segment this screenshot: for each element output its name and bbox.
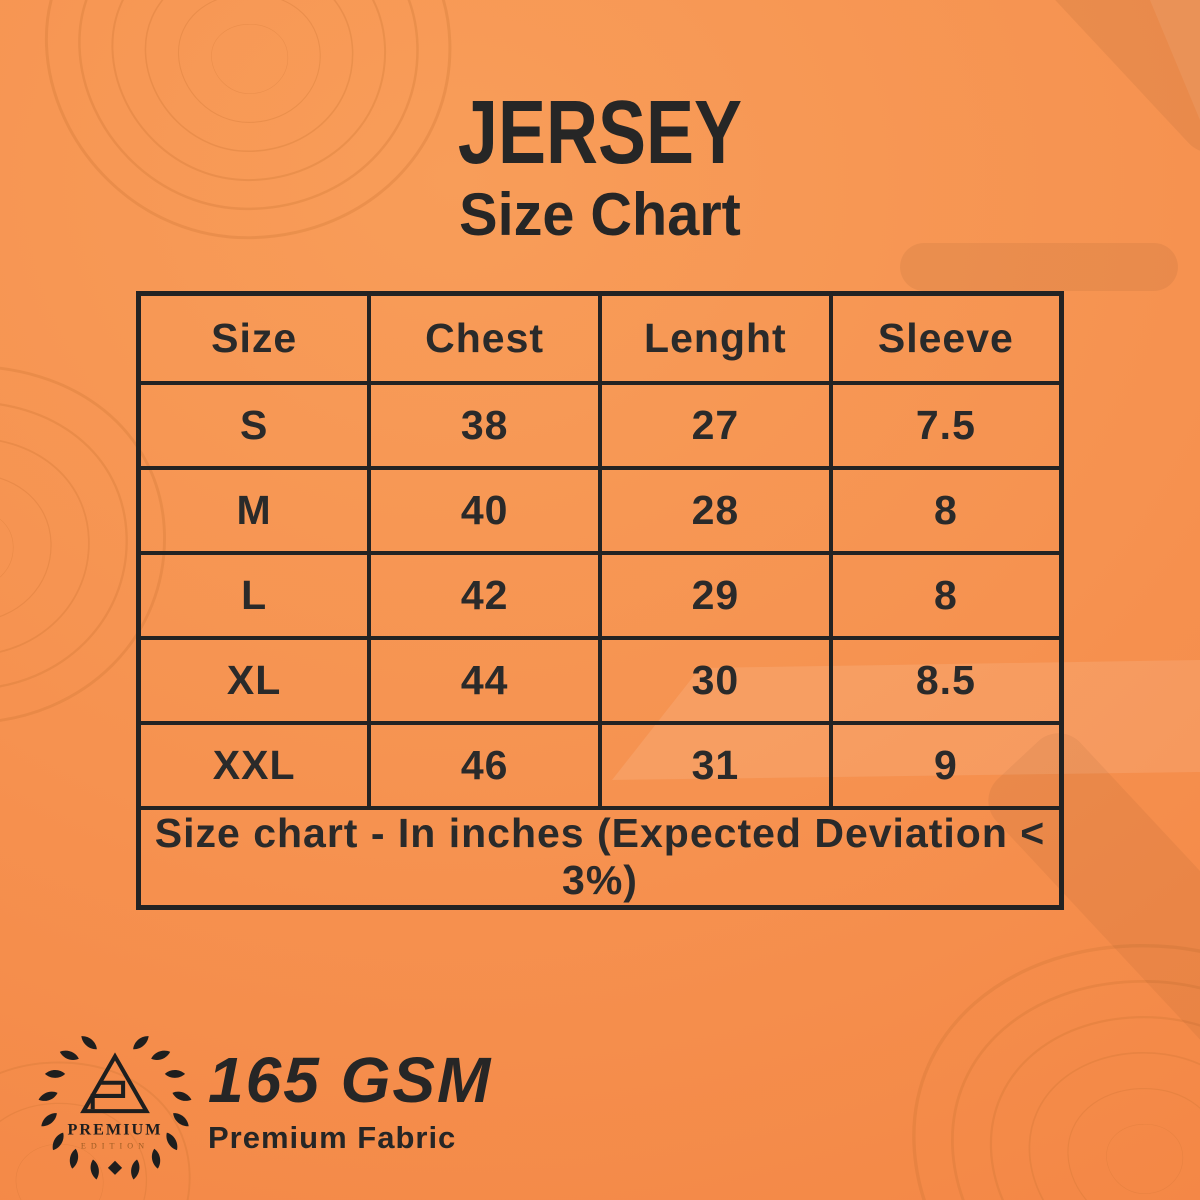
table-header-row: Size Chest Lenght Sleeve (136, 291, 1064, 385)
chest-cell: 38 (367, 380, 602, 470)
table-note-row: Size chart - In inches (Expected Deviati… (136, 805, 1064, 910)
badge-edition-text: EDITION (81, 1142, 149, 1151)
triangle-monogram-icon (80, 1052, 150, 1114)
table-row: S 38 27 7.5 (136, 380, 1064, 470)
size-cell: L (136, 550, 372, 640)
col-header-size: Size (136, 291, 372, 385)
wreath-diamond (107, 1160, 123, 1175)
chest-cell: 46 (367, 720, 602, 810)
chest-cell: 42 (367, 550, 602, 640)
size-cell: S (136, 380, 372, 470)
size-cell: M (136, 465, 372, 555)
table-row: XXL 46 31 9 (136, 720, 1064, 810)
length-cell: 28 (598, 465, 833, 555)
chest-cell: 44 (367, 635, 602, 725)
length-cell: 29 (598, 550, 833, 640)
sleeve-cell: 8 (828, 465, 1064, 555)
col-header-length: Lenght (598, 291, 833, 385)
sleeve-cell: 8.5 (828, 635, 1064, 725)
col-header-sleeve: Sleeve (828, 291, 1064, 385)
size-cell: XL (136, 635, 372, 725)
sleeve-cell: 9 (828, 720, 1064, 810)
poster-title: JERSEY (457, 83, 743, 183)
table-row: L 42 29 8 (136, 550, 1064, 640)
fabric-weight: 165 GSM (208, 1044, 493, 1116)
size-chart-table: Size Chest Lenght Sleeve S 38 27 7.5 M 4… (136, 291, 1064, 910)
table-row: XL 44 30 8.5 (136, 635, 1064, 725)
length-cell: 30 (598, 635, 833, 725)
badge-brand-text: PREMIUM (67, 1120, 162, 1138)
table-row: M 40 28 8 (136, 465, 1064, 555)
length-cell: 27 (598, 380, 833, 470)
col-header-chest: Chest (367, 291, 602, 385)
laurel-wreath-icon: PREMIUM EDITION (37, 1033, 193, 1181)
fabric-spec: 165 GSM Premium Fabric (208, 1048, 492, 1153)
premium-badge: PREMIUM EDITION (34, 1020, 196, 1182)
sleeve-cell: 7.5 (828, 380, 1064, 470)
fabric-label: Premium Fabric (208, 1120, 457, 1155)
title-block: JERSEY Size Chart (0, 86, 1200, 245)
units-note: Size chart - In inches (Expected Deviati… (136, 805, 1064, 910)
poster-subtitle: Size Chart (459, 180, 741, 248)
size-cell: XXL (136, 720, 372, 810)
sleeve-cell: 8 (828, 550, 1064, 640)
chest-cell: 40 (367, 465, 602, 555)
length-cell: 31 (598, 720, 833, 810)
